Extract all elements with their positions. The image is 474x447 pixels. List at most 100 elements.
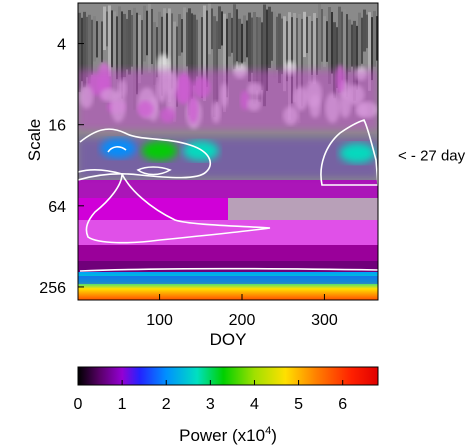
magenta-band-1 (78, 180, 378, 198)
x-tick-label: 300 (311, 312, 338, 329)
period-annotation: < - 27 day (398, 147, 466, 164)
y-axis-title: Scale (25, 119, 44, 162)
noise-streak (128, 10, 131, 75)
colorbar-title-main: Power (x10 (179, 426, 265, 445)
noise-streak (268, 6, 271, 69)
noise-streak (351, 24, 353, 67)
noise-streak (321, 9, 323, 62)
y-tick-label: 4 (57, 37, 66, 54)
y-tick-label: 16 (48, 118, 66, 135)
noise-streak (176, 26, 178, 107)
hot-spot (141, 140, 178, 161)
power-field (78, 3, 378, 300)
noise-streak (183, 7, 186, 75)
noise-streak (326, 21, 328, 62)
noise-streak (276, 16, 278, 70)
noise-streak (201, 17, 203, 98)
noise-streak (291, 17, 293, 104)
noise-streak (333, 22, 336, 99)
noise-streak (231, 17, 233, 53)
noise-streak (163, 8, 166, 65)
noise-streak (121, 11, 123, 99)
noise-streak (213, 16, 216, 118)
contour-left-lower (78, 169, 271, 244)
colorbar-title-close: ) (271, 426, 277, 445)
noise-streak (226, 18, 228, 98)
noise-streak (341, 11, 343, 81)
noise-streak (138, 15, 141, 84)
noise-streak (358, 12, 361, 71)
plot-frame (77, 2, 379, 301)
colorbar-title-exponent: 4 (265, 425, 271, 437)
noise-streak (233, 4, 236, 70)
contour-right (320, 119, 378, 186)
noise-streak (101, 21, 103, 63)
noise-streak (356, 25, 358, 90)
noise-streak (278, 13, 281, 84)
contour-left-upper (78, 128, 212, 181)
noise-streak (88, 14, 91, 84)
noise-streak (298, 13, 301, 124)
noise-streak (178, 14, 181, 56)
noise-streak (216, 21, 218, 102)
noise-streak (93, 16, 96, 62)
noise-streak (221, 11, 223, 46)
noise-streak (273, 11, 276, 79)
noise-streak (203, 5, 206, 102)
power-blobs (78, 137, 378, 179)
noise-streak (141, 20, 143, 75)
noise-streak (206, 10, 208, 87)
noise-streak (316, 18, 318, 75)
noise-streak (376, 16, 378, 61)
noise-streak (301, 18, 303, 107)
noise-streak (366, 14, 368, 49)
colorbar-tick-label: 0 (74, 396, 83, 413)
noise-streak (286, 21, 288, 82)
noise-streak (191, 13, 193, 99)
noise-streak (258, 17, 261, 103)
noise-streak (256, 17, 258, 91)
noise-streak (78, 12, 81, 93)
noise-streak (118, 6, 121, 116)
noise-streak (328, 7, 331, 84)
noise-streak (106, 11, 108, 47)
magenta-band-2 (78, 198, 228, 220)
annual-band-blue (78, 276, 378, 284)
noise-streak (168, 8, 171, 103)
noise-streak (236, 9, 238, 62)
contour-annual (79, 267, 378, 272)
noise-streak (91, 19, 93, 75)
noise-streak (83, 11, 86, 88)
noise-streak (171, 13, 173, 89)
noise-streak (338, 6, 341, 93)
noise-streak (368, 12, 371, 91)
noise-streak (123, 13, 126, 78)
colorbar-tick-label: 5 (294, 396, 303, 413)
noise-streak (296, 17, 298, 90)
noise-streak (198, 12, 201, 114)
x-axis-title: DOY (210, 330, 247, 349)
contour-small-1 (107, 146, 127, 153)
noise-streak (371, 17, 373, 81)
noise-streak (353, 20, 356, 101)
noise-streak (348, 19, 351, 73)
noise-streak (331, 12, 333, 74)
noise-streak (313, 13, 316, 85)
magenta-band-5 (78, 261, 378, 272)
noise-streak (373, 11, 376, 67)
noise-streak (311, 21, 313, 75)
noise-streak (108, 5, 111, 77)
noise-streak (98, 16, 101, 68)
noise-streak (166, 13, 168, 59)
x-axis: 100 200 300 (146, 294, 338, 329)
hot-spot (100, 138, 137, 159)
noise-streak (261, 22, 263, 91)
noise-streak (111, 10, 113, 68)
noise-streak (188, 8, 191, 116)
colorbar-gradient (77, 366, 379, 386)
noise-streak (308, 16, 311, 84)
noise-streak (151, 8, 153, 65)
noise-streak (346, 14, 348, 97)
